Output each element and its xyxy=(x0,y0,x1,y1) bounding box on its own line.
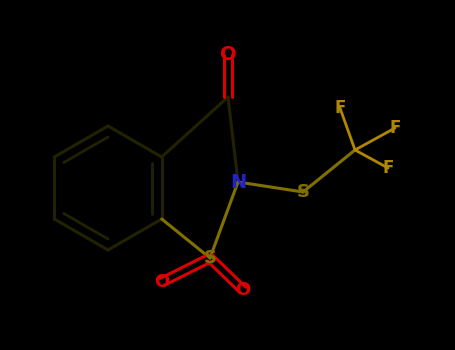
Text: F: F xyxy=(382,159,394,177)
Text: N: N xyxy=(230,173,246,191)
Text: O: O xyxy=(235,281,251,299)
Text: F: F xyxy=(389,119,401,137)
Text: F: F xyxy=(334,99,346,117)
Text: O: O xyxy=(154,273,170,291)
Text: S: S xyxy=(297,183,309,201)
Text: O: O xyxy=(220,46,236,64)
Text: S: S xyxy=(203,249,217,267)
